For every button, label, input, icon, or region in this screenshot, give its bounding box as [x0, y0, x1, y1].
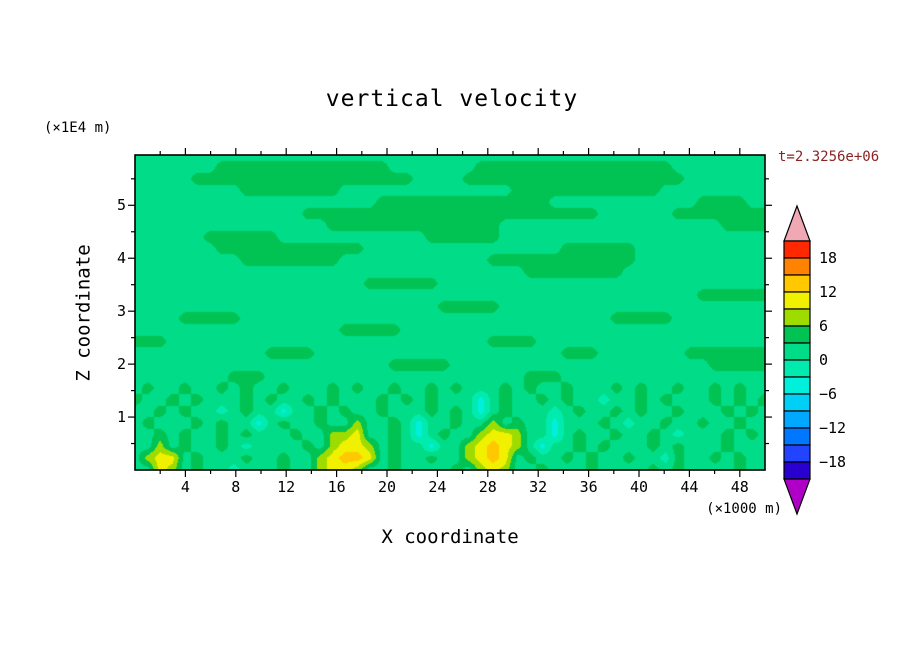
z-tick-label: 2: [116, 355, 126, 374]
chart-title: vertical velocity: [325, 86, 579, 112]
x-tick-label: 44: [680, 478, 699, 496]
x-tick-label: 24: [428, 478, 447, 496]
x-axis-unit: (×1000 m): [706, 501, 782, 517]
x-tick-label: 36: [579, 478, 598, 496]
x-tick-label: 16: [327, 478, 346, 496]
time-annotation: t=2.3256e+06: [778, 149, 880, 165]
colorbar-tick-label: −12: [819, 419, 846, 437]
x-tick-label: 20: [377, 478, 397, 496]
z-tick-label: 3: [116, 302, 126, 321]
colorbar: 18 12 6 0 −6 −12 −18: [783, 204, 846, 516]
contour-field-canvas: [135, 155, 765, 470]
colorbar-tick-label: 12: [819, 283, 837, 301]
colorbar-tick-label: 6: [819, 317, 828, 335]
colorbar-tick-label: −6: [819, 385, 837, 403]
z-tick-label: 5: [116, 196, 126, 215]
x-tick-label: 12: [277, 478, 296, 496]
x-axis-label: X coordinate: [381, 526, 519, 548]
z-axis-unit: (×1E4 m): [44, 120, 112, 136]
x-tick-label: 28: [478, 478, 497, 496]
x-tick-label: 8: [231, 478, 241, 496]
z-tick-label: 1: [116, 408, 126, 427]
x-tick-label: 40: [629, 478, 649, 496]
colorbar-tick-label: −18: [819, 453, 846, 471]
x-tick-label: 4: [180, 478, 190, 496]
colorbar-tick-label: 18: [819, 249, 837, 267]
x-tick-label: 32: [529, 478, 548, 496]
colorbar-tick-label: 0: [819, 351, 828, 369]
z-tick-label: 4: [116, 249, 126, 268]
x-tick-label: 48: [730, 478, 749, 496]
